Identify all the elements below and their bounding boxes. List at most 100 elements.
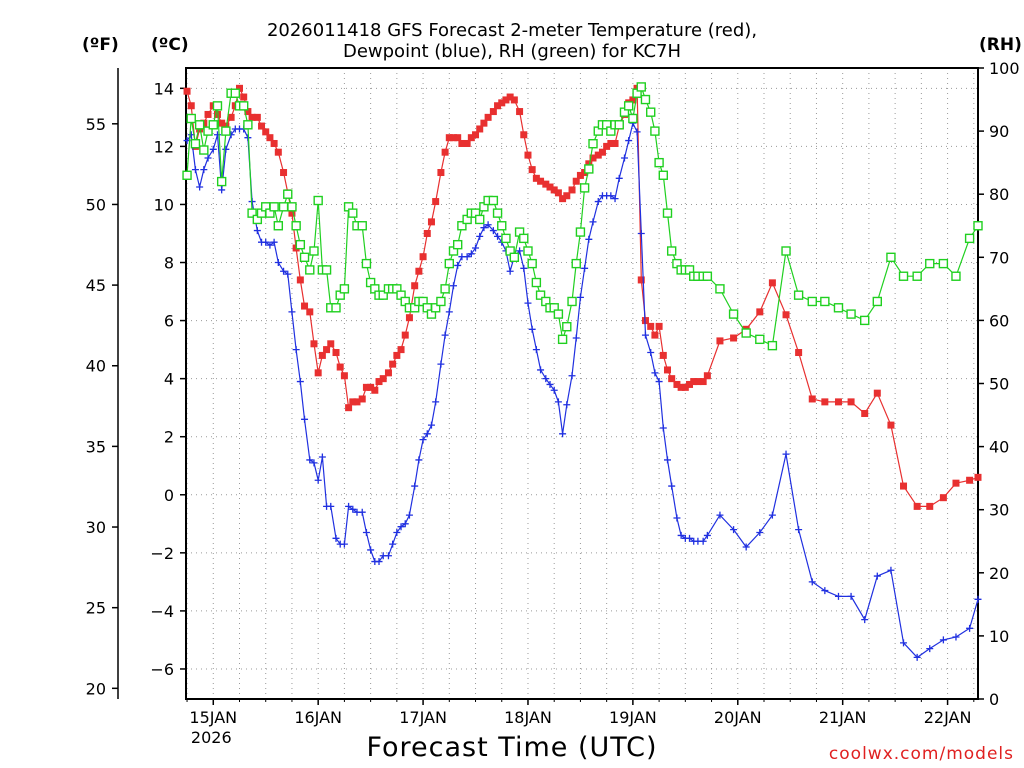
dewpoint-point [939,636,947,644]
rh-point [571,258,581,269]
dewpoint-point [284,270,292,278]
temperature-point [663,366,671,374]
temperature-point [598,148,606,156]
temperature-point [568,186,576,194]
temperature-point [730,334,738,342]
rh-point [535,290,546,300]
temperature-point [528,166,536,174]
rh-point [361,258,372,269]
rh-point [269,202,279,212]
temperature-point [686,380,694,388]
dewpoint-point [821,587,829,595]
rh-point [216,176,227,187]
rh-point [436,296,446,307]
dewpoint-point [401,520,409,528]
dewpoint-point [358,508,366,516]
temperature-point [314,369,322,377]
rh-point [199,145,209,155]
dewpoint-point [437,360,445,368]
dewpoint-point [594,198,602,206]
temperature-point [506,93,514,101]
dewpoint-point [280,267,288,275]
dewpoint-point [974,595,982,603]
dewpoint-point [952,633,960,641]
temperature-point [401,331,409,339]
temperature-point [554,189,562,197]
fahrenheit-tick-label: 25 [86,599,106,618]
dewpoint-point [516,247,524,255]
dewpoint-point [611,195,619,203]
dewpoint-point [730,526,738,534]
temperature-point [974,473,982,481]
rh-point [807,296,817,307]
dewpoint-point [200,166,208,174]
rh-point [575,227,586,237]
dewpoint-point [288,308,296,316]
temperature-point [647,322,655,330]
temperature-point [782,311,790,319]
rh-point [230,88,241,98]
dewpoint-point [218,186,226,194]
rh-tick-label: 90 [989,122,1009,141]
celsius-tick-label: 12 [154,137,174,156]
temperature-point [384,369,392,377]
dewpoint-point [427,421,435,429]
rh-point [527,258,537,269]
dewpoint-point [520,264,528,272]
temperature-point [516,108,524,116]
temperature-point [690,378,698,386]
temperature-point [240,93,248,101]
dewpoint-point [568,372,576,380]
rh-point [925,258,935,269]
temperature-point [502,96,510,104]
dewpoint-point [966,624,974,632]
dewpoint-point [926,645,934,653]
temperature-point [873,389,881,397]
temperature-point [542,180,550,188]
rh-point [273,221,284,231]
rh-point [646,107,656,117]
dewpoint-point [651,369,659,377]
rh-point [497,221,507,231]
temperature-point [419,253,427,261]
rh-point [531,277,542,288]
dewpoint-point [397,523,405,531]
dewpoint-point [686,534,694,542]
dewpoint-point [633,128,641,136]
dewpoint-point [467,250,475,258]
temperature-point [266,134,274,142]
fahrenheit-tick-label: 35 [86,437,106,456]
dewpoint-point [393,529,401,537]
dewpoint-point [861,616,869,624]
temperature-point [248,113,256,121]
rh-point [579,183,590,193]
dewpoint-point [576,293,584,301]
celsius-tick-label: 14 [154,79,174,98]
dewpoint-point [262,238,270,246]
dewpoint-point [253,227,261,235]
dewpoint-point [301,415,309,423]
temperature-point [966,476,974,484]
temperature-point [494,102,502,110]
temperature-point [301,302,309,310]
temperature-point [532,174,540,182]
temperature-point [559,195,567,203]
rh-point [182,170,192,180]
dewpoint-point [345,502,353,510]
rh-unit-label: (RH) [979,35,1022,55]
dewpoint-point [546,380,554,388]
x-tick-label: 20JAN [714,708,762,727]
rh-point [457,221,467,231]
dewpoint-point [550,386,558,394]
rh-point [501,233,511,244]
rh-point [662,208,673,218]
temperature-point [340,372,348,380]
fahrenheit-tick-label: 50 [86,195,106,214]
temperature-point [472,131,480,139]
dewpoint-point [559,430,567,438]
rh-tick-label: 40 [989,438,1009,457]
temperature-point [274,148,282,156]
dewpoint-point [572,334,580,342]
dewpoint-point [463,253,471,261]
dewpoint-point [332,534,340,542]
